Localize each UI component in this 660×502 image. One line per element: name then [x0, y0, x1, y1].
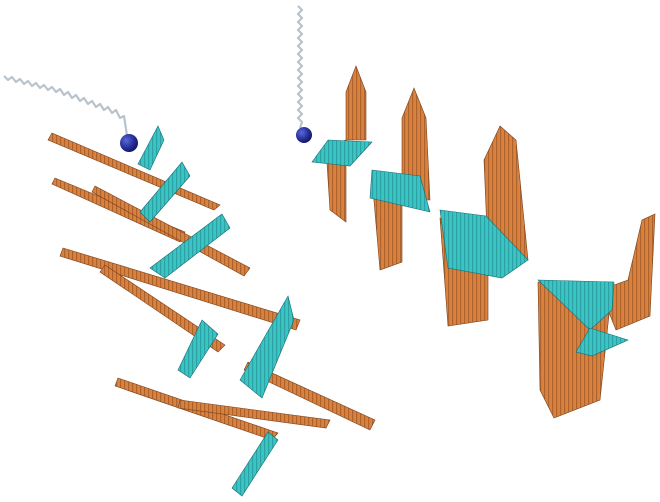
- oscillating-charge-left: [120, 134, 138, 152]
- wave-right: [296, 5, 656, 419]
- oscillating-charge-right: [296, 127, 312, 143]
- electric-field-arrows: [47, 132, 376, 441]
- wave-left: [3, 75, 376, 497]
- spring-right: [296, 5, 304, 129]
- magnetic-field-arrows: [137, 125, 295, 497]
- magnetic-field-arrows: [311, 139, 629, 357]
- spring-left: [3, 75, 130, 143]
